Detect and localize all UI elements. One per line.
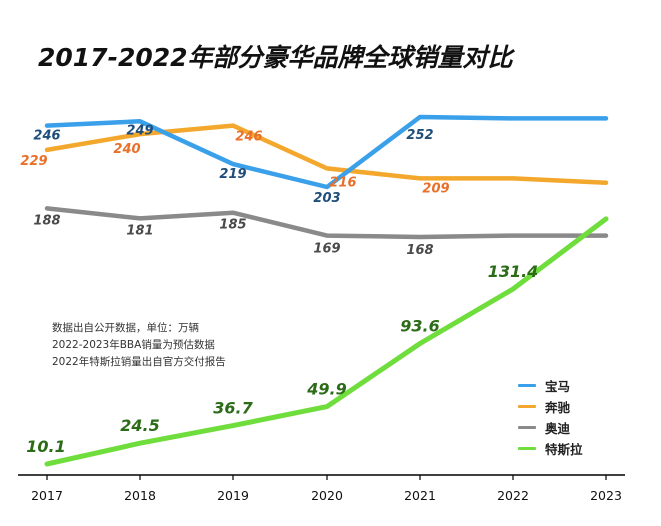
data-label-benz-2019: 246 (235, 130, 262, 145)
data-label-audi-2020: 169 (313, 242, 340, 257)
x-tick-label-2022: 2022 (497, 488, 529, 503)
data-labels: 246 249 219 203 252 229 240 246 216 209 188 181 185 1… (20, 123, 538, 456)
legend-label-bmw: 宝马 (545, 379, 571, 394)
series-lines (44, 114, 609, 467)
data-label-audi-2021: 168 (406, 243, 433, 258)
data-label-benz-2020: 216 (329, 175, 356, 190)
legend-swatch-audi (518, 426, 536, 429)
legend-swatch-bmw (518, 384, 536, 387)
data-label-bmw-2021: 252 (406, 128, 433, 143)
legend-swatch-benz (518, 405, 536, 408)
legend: 宝马 奔驰 奥迪 特斯拉 (518, 375, 583, 459)
data-label-tesla-2018: 24.5 (120, 416, 159, 435)
legend-item-bmw[interactable]: 宝马 (518, 375, 583, 396)
data-label-audi-2017: 188 (33, 213, 60, 228)
legend-swatch-tesla (518, 447, 536, 450)
data-label-benz-2018: 240 (113, 142, 140, 157)
data-label-benz-2017: 229 (20, 154, 47, 169)
legend-item-audi[interactable]: 奥迪 (518, 417, 583, 438)
x-tick-label-2017: 2017 (31, 488, 63, 503)
data-label-tesla-2017: 10.1 (26, 437, 65, 456)
data-label-audi-2018: 181 (126, 223, 153, 238)
data-label-bmw-2017: 246 (33, 129, 60, 144)
series-line-audi (44, 206, 609, 240)
data-label-tesla-2022: 131.4 (488, 262, 539, 281)
legend-label-audi: 奥迪 (545, 421, 571, 436)
footnote-bba-estimate: 2022-2023年BBA销量为预估数据 (52, 339, 215, 351)
legend-item-tesla[interactable]: 特斯拉 (518, 438, 583, 459)
x-tick-label-2018: 2018 (124, 488, 156, 503)
legend-label-tesla: 特斯拉 (545, 442, 583, 457)
chart-title: 2017-2022年部分豪华品牌全球销量对比 (38, 43, 513, 72)
data-label-bmw-2020: 203 (313, 191, 340, 206)
data-label-tesla-2021: 93.6 (400, 317, 439, 336)
x-tick-label-2021: 2021 (404, 488, 436, 503)
footnote-tesla-source: 2022年特斯拉销量出自官方交付报告 (52, 356, 226, 368)
x-tick-label-2019: 2019 (217, 488, 249, 503)
data-label-tesla-2020: 49.9 (306, 380, 346, 399)
data-label-bmw-2019: 219 (219, 167, 246, 182)
series-line-benz (44, 123, 609, 185)
data-label-benz-2021: 209 (422, 181, 449, 196)
series-line-tesla (44, 216, 609, 467)
series-line-bmw (44, 114, 609, 190)
x-tick-label-2020: 2020 (311, 488, 343, 503)
data-label-tesla-2019: 36.7 (213, 399, 253, 418)
footnote-unit: 数据出自公开数据，单位：万辆 (52, 322, 199, 334)
x-axis: 2017 2018 2019 2020 2021 2022 2023 (18, 474, 625, 503)
footnotes: 数据出自公开数据，单位：万辆 2022-2023年BBA销量为预估数据 2022… (52, 320, 226, 371)
data-label-bmw-2018: 249 (126, 123, 153, 138)
data-label-audi-2019: 185 (219, 218, 246, 233)
x-tick-label-2023: 2023 (590, 488, 622, 503)
legend-item-benz[interactable]: 奔驰 (518, 396, 583, 417)
legend-label-benz: 奔驰 (545, 400, 571, 415)
